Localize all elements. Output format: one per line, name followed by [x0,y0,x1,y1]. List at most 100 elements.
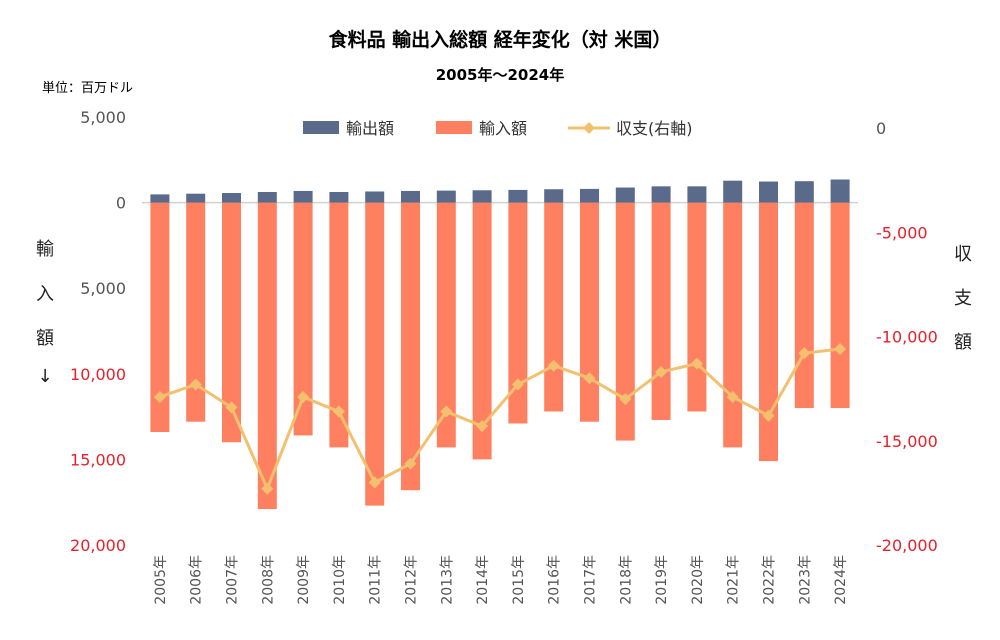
balance-point [547,359,560,372]
category-label: 2009年 [296,555,312,605]
category-label: 2018年 [618,555,634,605]
import-bar [150,202,170,433]
category-label: 2008年 [260,555,276,605]
import-bar [508,202,528,424]
export-bar [759,181,778,203]
export-bar [687,186,707,203]
export-bar [436,190,456,203]
left-tick-label: 0 [116,194,126,213]
category-label: 2021年 [726,555,742,605]
category-label: 2016年 [547,555,563,605]
balance-point [476,420,489,433]
category-label: 2005年 [153,555,169,605]
category-label: 2017年 [583,555,599,605]
export-bar [544,189,564,203]
import-bar [436,202,456,448]
left-axis-label-char: 輸 [36,239,54,260]
import-bar [580,202,599,422]
export-bar [186,193,206,203]
import-bar [401,202,420,491]
balance-line [153,343,847,495]
import-bar [472,202,492,460]
import-bar [222,202,241,443]
left-tick-label: 20,000 [70,536,126,555]
category-label: 2007年 [225,555,241,605]
balance-point [511,378,524,391]
import-bar [615,202,635,441]
export-bar [293,190,313,203]
legend-label-balance: 収支(右軸) [616,119,693,138]
export-bar [508,189,528,203]
import-bar [293,202,313,436]
export-bar [401,190,420,203]
balance-point [834,343,847,356]
export-bar [580,188,599,203]
category-label: 2015年 [511,555,527,605]
left-axis-label-char: 額 [36,328,54,349]
balance-point [189,378,202,391]
chart-subtitle: 2005年～2024年 [436,66,565,84]
balance-point [225,401,238,414]
import-bar [257,202,277,510]
bars [150,179,850,510]
balance-point [332,405,345,418]
category-label: 2020年 [690,555,706,605]
right-axis-label-char: 収 [954,244,972,265]
balance-point [690,357,703,370]
category-label: 2023年 [797,555,813,605]
balance-point [726,390,739,403]
balance-point [368,476,381,489]
right-axis: 0 -5,000 -10,000 -15,000 -20,000 [876,119,938,555]
category-label: 2012年 [404,555,420,605]
right-axis-label-char: 支 [954,288,972,309]
left-axis-label: 輸 入 額 ↓ [36,239,54,387]
legend-marker-balance [583,122,595,134]
category-label: 2014年 [475,555,491,605]
left-axis-label-char: 入 [36,284,54,305]
balance-point [655,365,668,378]
balance-point [297,390,310,403]
export-bar [472,190,492,203]
export-bar [329,191,349,203]
right-axis-label-char: 額 [954,332,972,353]
import-bar [186,202,206,422]
export-bar [615,187,635,203]
legend: 輸出額 輸入額 収支(右軸) [303,119,693,138]
export-bar [365,191,385,203]
category-label: 2024年 [833,555,849,605]
left-tick-label: 5,000 [80,279,126,298]
legend-swatch-import [436,121,472,134]
import-bar [651,202,671,421]
category-label: 2006年 [189,555,205,605]
import-bar [365,202,385,506]
balance-point [762,409,775,422]
right-tick-label: -15,000 [876,432,938,451]
category-label: 2022年 [762,555,778,605]
balance-point [798,347,811,360]
balance-line-path [159,347,841,491]
category-label: 2019年 [654,555,670,605]
import-bar [830,202,850,409]
legend-swatch-export [303,121,339,134]
left-axis: 5,000 0 5,000 10,000 15,000 20,000 [70,108,126,555]
right-tick-label: -10,000 [876,328,938,347]
left-tick-label: 15,000 [70,450,126,469]
x-axis: 2005年 2006年 2007年 2008年 2009年 2010年 2011年 2012年… [153,555,849,605]
left-axis-label-char: ↓ [37,366,52,387]
balance-point [153,390,166,403]
balance-point [619,393,632,406]
chart-title: 食料品 輸出入総額 経年変化（対 米国） [329,28,672,51]
category-label: 2010年 [332,555,348,605]
import-bar [794,202,814,409]
import-bar [759,202,778,462]
category-label: 2011年 [368,555,384,605]
right-tick-label: -20,000 [876,536,938,555]
balance-point [261,482,274,495]
import-bar [687,202,707,412]
right-tick-label: 0 [876,119,886,138]
balance-point [404,457,417,470]
export-bar [723,180,743,203]
category-label: 2013年 [439,555,455,605]
import-bar [329,202,349,448]
